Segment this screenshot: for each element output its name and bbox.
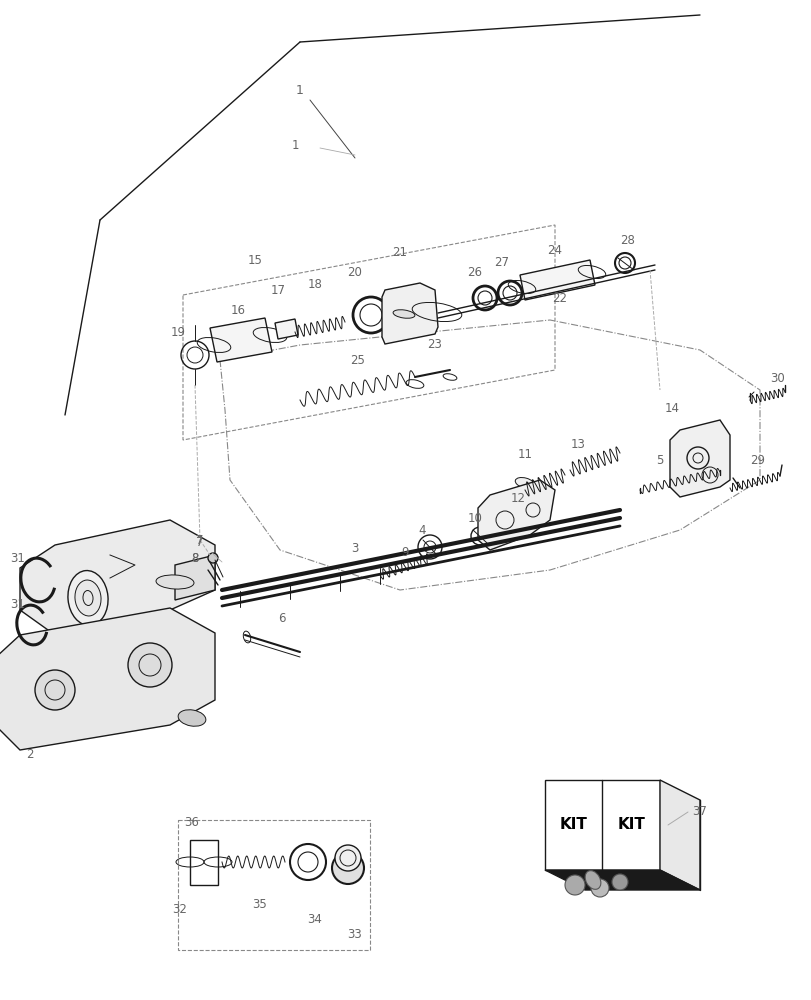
Text: 5: 5 — [655, 454, 663, 466]
Text: 17: 17 — [270, 284, 285, 296]
Circle shape — [208, 553, 217, 563]
Polygon shape — [519, 260, 594, 300]
Polygon shape — [20, 520, 215, 635]
Text: 14: 14 — [663, 401, 679, 414]
Polygon shape — [275, 319, 298, 339]
Text: 7: 7 — [196, 534, 204, 546]
Text: 1: 1 — [296, 84, 303, 97]
Text: 31: 31 — [11, 552, 25, 564]
Text: 27: 27 — [494, 256, 508, 269]
Text: 32: 32 — [173, 903, 187, 916]
Circle shape — [418, 535, 441, 559]
Text: 1: 1 — [291, 139, 298, 152]
Circle shape — [590, 879, 608, 897]
Bar — [190, 840, 217, 885]
Ellipse shape — [585, 871, 600, 889]
Ellipse shape — [393, 310, 414, 318]
Text: 19: 19 — [170, 326, 185, 338]
Circle shape — [470, 527, 488, 545]
Ellipse shape — [75, 580, 101, 616]
Text: 10: 10 — [467, 512, 482, 524]
Ellipse shape — [515, 478, 534, 488]
Text: 22: 22 — [551, 292, 567, 304]
Text: KIT: KIT — [616, 817, 645, 832]
Polygon shape — [544, 870, 699, 890]
Text: 13: 13 — [570, 438, 585, 452]
Text: 3: 3 — [351, 542, 358, 554]
Text: 4: 4 — [418, 524, 425, 536]
Text: 20: 20 — [347, 266, 362, 279]
Polygon shape — [175, 555, 215, 600]
Text: 18: 18 — [307, 278, 322, 292]
Text: 25: 25 — [350, 354, 365, 366]
Text: 9: 9 — [401, 546, 408, 560]
Ellipse shape — [332, 852, 363, 884]
Ellipse shape — [68, 571, 108, 625]
Text: KIT: KIT — [559, 817, 587, 832]
Circle shape — [564, 875, 584, 895]
Polygon shape — [210, 318, 272, 362]
Text: 12: 12 — [510, 491, 525, 504]
Text: 8: 8 — [191, 552, 199, 564]
Text: 36: 36 — [184, 816, 200, 829]
Ellipse shape — [178, 710, 206, 726]
Ellipse shape — [156, 575, 194, 589]
Circle shape — [128, 643, 172, 687]
Text: 35: 35 — [252, 898, 267, 911]
Text: 11: 11 — [517, 448, 532, 462]
Text: 23: 23 — [427, 338, 442, 352]
Polygon shape — [544, 780, 659, 870]
Circle shape — [290, 844, 325, 880]
Text: 26: 26 — [467, 265, 482, 278]
Text: 7: 7 — [196, 536, 204, 550]
Circle shape — [611, 874, 627, 890]
Polygon shape — [669, 420, 729, 497]
Polygon shape — [0, 608, 215, 750]
Polygon shape — [659, 780, 699, 890]
Text: 6: 6 — [278, 611, 285, 624]
Text: 8: 8 — [191, 552, 199, 564]
Text: 33: 33 — [347, 928, 362, 941]
Text: 28: 28 — [620, 233, 635, 246]
Circle shape — [35, 670, 75, 710]
Text: 16: 16 — [230, 304, 245, 316]
Text: 30: 30 — [770, 371, 784, 384]
Text: 31: 31 — [11, 598, 25, 611]
Ellipse shape — [335, 845, 361, 871]
Text: 15: 15 — [247, 253, 262, 266]
Text: 37: 37 — [692, 805, 706, 818]
Text: 24: 24 — [547, 243, 562, 256]
Text: 34: 34 — [307, 913, 322, 926]
Polygon shape — [478, 480, 554, 550]
Polygon shape — [381, 283, 437, 344]
Text: 2: 2 — [26, 748, 34, 762]
Text: 21: 21 — [392, 245, 407, 258]
Text: 29: 29 — [749, 454, 765, 466]
